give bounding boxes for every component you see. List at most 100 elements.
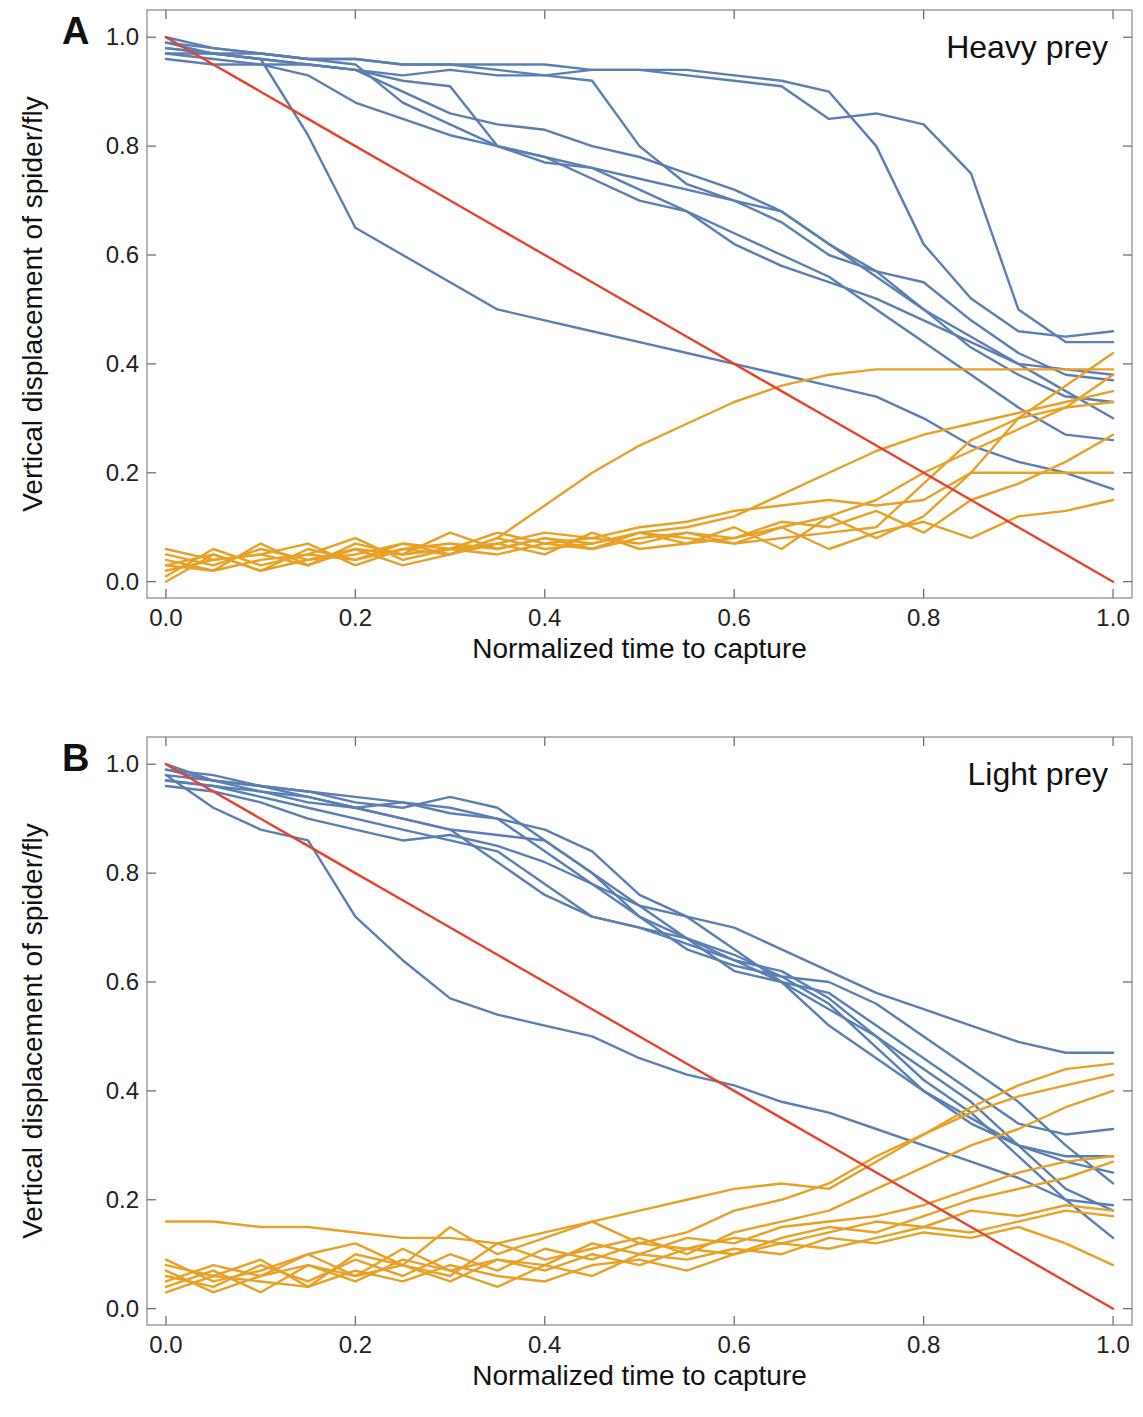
x-tick-label: 1.0 bbox=[1096, 604, 1129, 631]
series-line bbox=[166, 37, 1113, 581]
x-tick-label: 0.2 bbox=[339, 604, 372, 631]
series-line bbox=[166, 48, 1113, 337]
y-tick bbox=[147, 254, 156, 255]
series-line bbox=[166, 48, 1113, 342]
panel-label: A bbox=[62, 10, 89, 52]
series-line bbox=[166, 500, 1113, 582]
y-tick-label: 0.2 bbox=[106, 1186, 139, 1213]
x-tick-label: 0.4 bbox=[528, 1331, 561, 1358]
y-tick bbox=[1123, 1090, 1132, 1091]
y-tick-label: 0.4 bbox=[106, 1077, 139, 1104]
x-tick bbox=[923, 737, 924, 746]
x-tick bbox=[355, 589, 356, 598]
x-tick bbox=[734, 10, 735, 19]
series-line bbox=[166, 1156, 1113, 1292]
x-tick bbox=[734, 737, 735, 746]
series-line bbox=[166, 54, 1113, 402]
x-tick bbox=[923, 10, 924, 19]
series-line bbox=[166, 43, 1113, 419]
figure: 0.0 0.2 0.4 0.6 0.8 1.0 0.0 0.2 0.4 0.6 0.8 1.0 Norm… bbox=[0, 0, 1143, 1417]
x-tick-label: 0.6 bbox=[718, 604, 751, 631]
x-tick-label: 0.8 bbox=[907, 1331, 940, 1358]
x-tick bbox=[355, 10, 356, 19]
y-tick bbox=[1123, 1199, 1132, 1200]
y-tick bbox=[147, 873, 156, 874]
x-tick bbox=[734, 1316, 735, 1325]
series-line bbox=[166, 54, 1113, 381]
panel-title: Heavy prey bbox=[946, 29, 1108, 65]
y-tick-label: 0.0 bbox=[106, 1295, 139, 1322]
series-line bbox=[166, 781, 1113, 1157]
y-tick bbox=[147, 472, 156, 473]
y-tick-label: 0.8 bbox=[106, 132, 139, 159]
y-axis-title: Vertical displacement of spider/fly bbox=[17, 823, 48, 1239]
lines bbox=[166, 764, 1113, 1308]
series-line bbox=[166, 37, 1113, 375]
series-line bbox=[166, 781, 1113, 1238]
x-tick-label: 0.0 bbox=[149, 604, 182, 631]
x-tick bbox=[1112, 1316, 1113, 1325]
y-tick-label: 0.6 bbox=[106, 241, 139, 268]
x-tick bbox=[1112, 10, 1113, 19]
y-tick-label: 0.0 bbox=[106, 568, 139, 595]
y-tick bbox=[147, 363, 156, 364]
x-tick-label: 1.0 bbox=[1096, 1331, 1129, 1358]
y-axis-title: Vertical displacement of spider/fly bbox=[17, 96, 48, 512]
series-line bbox=[166, 775, 1113, 1134]
series-line bbox=[166, 1075, 1113, 1282]
plot-frame bbox=[147, 737, 1132, 1325]
x-tick bbox=[544, 10, 545, 19]
x-axis-title: Normalized time to capture bbox=[472, 633, 807, 664]
y-tick bbox=[1123, 1308, 1132, 1309]
y-tick bbox=[147, 981, 156, 982]
y-tick-label: 0.8 bbox=[106, 859, 139, 886]
x-tick-label: 0.8 bbox=[907, 604, 940, 631]
x-tick bbox=[544, 589, 545, 598]
series-line bbox=[166, 764, 1113, 1308]
series-line bbox=[166, 775, 1113, 1205]
plot-frame bbox=[147, 10, 1132, 598]
x-tick-label: 0.4 bbox=[528, 604, 561, 631]
y-tick bbox=[147, 37, 156, 38]
panel: 0.00.20.40.60.81.00.00.20.40.60.81.0Norm… bbox=[17, 10, 1132, 664]
series-line bbox=[166, 770, 1113, 1184]
y-tick bbox=[1123, 37, 1132, 38]
series-line bbox=[166, 369, 1113, 570]
x-axis-title: Normalized time to capture bbox=[472, 1360, 807, 1391]
y-tick bbox=[1123, 764, 1132, 765]
series-line bbox=[166, 1227, 1113, 1292]
series-line bbox=[166, 1205, 1113, 1281]
y-tick-label: 0.2 bbox=[106, 459, 139, 486]
y-tick bbox=[147, 764, 156, 765]
series-line bbox=[166, 473, 1113, 571]
series-line bbox=[166, 375, 1113, 576]
x-tick bbox=[544, 737, 545, 746]
y-tick-label: 0.4 bbox=[106, 350, 139, 377]
y-tick bbox=[1123, 873, 1132, 874]
x-tick bbox=[544, 1316, 545, 1325]
x-tick bbox=[165, 10, 166, 19]
x-tick bbox=[923, 589, 924, 598]
y-tick-label: 0.6 bbox=[106, 968, 139, 995]
x-tick-label: 0.0 bbox=[149, 1331, 182, 1358]
x-tick bbox=[165, 737, 166, 746]
series-line bbox=[166, 402, 1113, 565]
y-tick bbox=[147, 1199, 156, 1200]
x-tick bbox=[355, 737, 356, 746]
x-tick bbox=[923, 1316, 924, 1325]
x-tick bbox=[355, 1316, 356, 1325]
x-tick bbox=[165, 589, 166, 598]
series-line bbox=[166, 59, 1113, 440]
x-tick-label: 0.6 bbox=[718, 1331, 751, 1358]
panel-title: Light prey bbox=[967, 756, 1108, 792]
lines bbox=[166, 37, 1113, 581]
x-tick bbox=[1112, 737, 1113, 746]
y-tick-label: 1.0 bbox=[106, 750, 139, 777]
series-line bbox=[166, 1064, 1113, 1244]
y-tick bbox=[1123, 146, 1132, 147]
y-tick bbox=[1123, 981, 1132, 982]
y-tick bbox=[147, 146, 156, 147]
x-tick bbox=[165, 1316, 166, 1325]
y-tick bbox=[1123, 363, 1132, 364]
x-tick bbox=[734, 589, 735, 598]
